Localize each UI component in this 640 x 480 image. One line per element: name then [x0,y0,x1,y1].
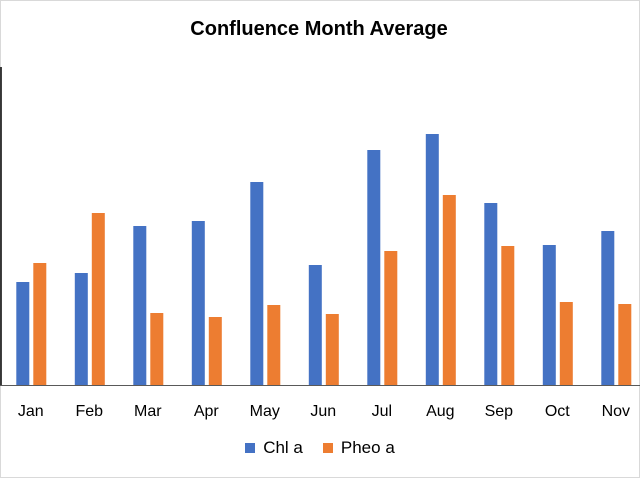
legend-item-chl-a: Chl a [245,438,303,458]
legend-label-pheo-a: Pheo a [340,438,395,457]
x-tick-label-nov: Nov [602,403,630,420]
bars-group [16,134,632,385]
x-tick-labels: Jan Feb Mar Apr May Jun Jul Aug Sep Oct Nov [18,403,630,420]
legend-swatch-chl-a [245,443,256,453]
bar-chl-a-apr [191,221,205,385]
x-tick-label-jan: Jan [18,403,44,420]
x-tick-label-apr: Apr [194,403,220,420]
x-tick-label-feb: Feb [76,403,104,420]
bar-chl-a-jul [367,150,381,385]
bar-pheo-a-aug [442,195,456,385]
legend-label-chl-a: Chl a [263,438,303,457]
x-tick-label-aug: Aug [426,403,454,420]
bar-chl-a-jun [308,265,322,385]
bar-chl-a-feb [74,273,88,385]
bar-pheo-a-jul [384,251,398,385]
bar-pheo-a-nov [618,304,632,385]
bar-pheo-a-jan [33,263,47,385]
bar-pheo-a-sep [501,246,515,385]
chart-title: Confluence Month Average [190,18,448,40]
bar-chl-a-may [250,182,264,385]
bar-pheo-a-feb [91,213,105,385]
bar-chl-a-mar [133,226,147,385]
x-tick-label-sep: Sep [485,403,514,420]
legend: Chl a Pheo a [0,438,640,458]
bar-pheo-a-jun [325,314,339,385]
legend-swatch-pheo-a [322,443,333,453]
bar-chl-a-nov [601,231,615,385]
x-tick-label-oct: Oct [545,403,570,420]
bar-chl-a-sep [484,203,498,385]
bar-pheo-a-oct [559,302,573,385]
bar-pheo-a-apr [208,317,222,385]
x-tick-label-jul: Jul [372,403,392,420]
bar-pheo-a-may [267,305,281,385]
bar-chl-a-oct [542,245,556,385]
x-tick-label-mar: Mar [134,403,162,420]
bar-pheo-a-mar [150,313,164,385]
bar-chl-a-aug [425,134,439,385]
legend-item-pheo-a: Pheo a [322,438,395,458]
x-tick-label-may: May [250,403,280,420]
bar-chl-a-jan [16,282,30,385]
x-tick-label-jun: Jun [310,403,336,420]
